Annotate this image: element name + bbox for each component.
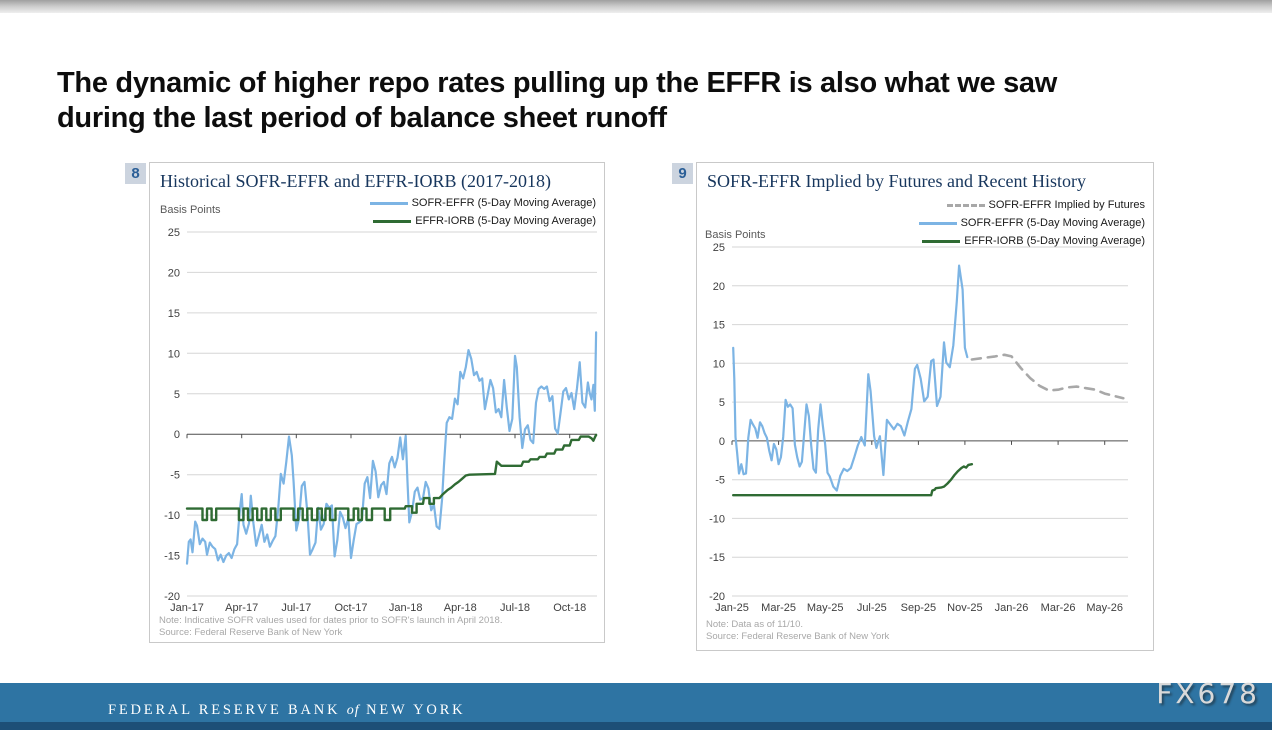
x-tick-label: Jul-25 [857, 602, 887, 614]
x-tick-label: May-25 [807, 602, 844, 614]
slide-title-line-2: during the last period of balance sheet … [57, 102, 667, 134]
x-tick-label: May-26 [1086, 602, 1123, 614]
x-tick-label: Mar-26 [1041, 602, 1076, 614]
plot-area: 25 20 15 10 5 0 -5 -10 -15 -20 Jan-25 Mar-25 May-25 J… [697, 163, 1153, 623]
x-tick-label: Jul-18 [500, 602, 530, 614]
y-tick-label: 20 [168, 267, 180, 279]
legend-item-sofr-effr: SOFR-EFFR (5-Day Moving Average) [918, 214, 1145, 232]
y-tick-label: 15 [168, 308, 180, 320]
y-axis-unit-label: Basis Points [160, 204, 221, 216]
footer: FEDERAL RESERVE BANK of NEW YORK FX678 [0, 677, 1272, 730]
plot-area: 25 20 15 10 5 0 -5 -10 -15 -20 Jan-17 Apr-17 Jul-17 O… [150, 163, 604, 623]
x-tick-label: Sep-25 [901, 602, 936, 614]
y-tick-label: 25 [713, 242, 725, 254]
x-tick-label: Oct-17 [334, 602, 367, 614]
y-tick-label: -15 [164, 551, 180, 563]
y-tick-label: 20 [713, 281, 725, 293]
chart-note: Note: Data as of 11/10. Source: Federal R… [706, 619, 889, 643]
legend-swatch-effr-iorb [922, 239, 961, 243]
legend-label: SOFR-EFFR Implied by Futures [988, 199, 1145, 211]
figure-number-badge: 9 [672, 163, 693, 184]
x-tick-label: Apr-18 [444, 602, 477, 614]
fx678-watermark: FX678 [1156, 677, 1260, 710]
chart-legend: SOFR-EFFR Implied by Futures SOFR-EFFR (5… [918, 196, 1145, 250]
x-tick-label: Jul-17 [281, 602, 311, 614]
series-sofr-effr [732, 264, 969, 492]
chart-panel-futures: SOFR-EFFR Implied by Futures and Recent … [696, 162, 1154, 651]
legend-label: EFFR-IORB (5-Day Moving Average) [415, 215, 596, 227]
series-effr-iorb [185, 433, 598, 522]
legend-swatch-sofr-effr [369, 201, 408, 205]
footer-bar [0, 683, 1272, 722]
chart-wrap-futures: 9 SOFR-EFFR Implied by Futures and Recen… [672, 162, 1156, 651]
frbny-name-part2: NEW YORK [366, 702, 466, 718]
note-text: Note: Data as of 11/10. [706, 619, 803, 630]
chart-panel-historical: Historical SOFR-EFFR and EFFR-IORB (2017… [149, 162, 605, 643]
x-tick-label: Mar-25 [761, 602, 796, 614]
top-strip [0, 0, 1272, 13]
legend-item-sofr-effr-futures: SOFR-EFFR Implied by Futures [946, 196, 1145, 214]
frbny-name-part1: FEDERAL RESERVE BANK [108, 702, 341, 718]
y-tick-label: 5 [719, 397, 725, 409]
legend-item-effr-iorb: EFFR-IORB (5-Day Moving Average) [373, 212, 596, 230]
x-tick-label: Apr-17 [225, 602, 258, 614]
legend-label: EFFR-IORB (5-Day Moving Average) [964, 235, 1145, 247]
legend-swatch-sofr-effr-futures [946, 203, 985, 207]
x-tick-label: Jan-25 [715, 602, 749, 614]
y-tick-label: -20 [709, 591, 725, 603]
y-tick-label: -10 [709, 513, 725, 525]
frbny-name-of: of [346, 703, 360, 718]
legend-item-effr-iorb: EFFR-IORB (5-Day Moving Average) [922, 232, 1145, 250]
y-tick-label: 15 [713, 320, 725, 332]
y-axis-unit-label: Basis Points [705, 229, 766, 241]
y-tick-label: 10 [168, 348, 180, 360]
slide-title-line-1: The dynamic of higher repo rates pulling… [57, 67, 1058, 99]
y-tick-label: 0 [174, 429, 180, 441]
x-tick-label: Nov-25 [947, 602, 982, 614]
frbny-logo-text: FEDERAL RESERVE BANK of NEW YORK [108, 702, 465, 719]
legend-swatch-sofr-effr [918, 221, 957, 225]
source-text: Source: Federal Reserve Bank of New York [159, 627, 343, 638]
y-tick-label: 10 [713, 358, 725, 370]
legend-label: SOFR-EFFR (5-Day Moving Average) [411, 197, 596, 209]
y-tick-label: -5 [170, 470, 180, 482]
note-text: Note: Indicative SOFR values used for da… [159, 615, 503, 626]
y-tick-label: -10 [164, 510, 180, 522]
legend-item-sofr-effr: SOFR-EFFR (5-Day Moving Average) [369, 194, 596, 212]
x-tick-label: Jan-26 [995, 602, 1029, 614]
y-tick-label: -5 [715, 475, 725, 487]
series-sofr-effr [185, 331, 598, 565]
figure-number-badge: 8 [125, 163, 146, 184]
legend-label: SOFR-EFFR (5-Day Moving Average) [960, 217, 1145, 229]
y-tick-label: 0 [719, 436, 725, 448]
slide-title: The dynamic of higher repo rates pulling… [57, 66, 1217, 136]
chart-title: Historical SOFR-EFFR and EFFR-IORB (2017… [160, 171, 552, 191]
series-sofr-effr-futures [970, 353, 1125, 400]
y-tick-label: 5 [174, 389, 180, 401]
chart-legend: SOFR-EFFR (5-Day Moving Average) EFFR-IOR… [369, 194, 596, 230]
y-tick-label: 25 [168, 227, 180, 239]
y-tick-label: -15 [709, 552, 725, 564]
x-tick-label: Jan-18 [389, 602, 423, 614]
source-text: Source: Federal Reserve Bank of New York [706, 631, 890, 642]
series-effr-iorb [732, 463, 974, 497]
chart-title: SOFR-EFFR Implied by Futures and Recent … [707, 171, 1086, 191]
y-tick-label: -20 [164, 591, 180, 603]
legend-swatch-effr-iorb [373, 219, 412, 223]
chart-note: Note: Indicative SOFR values used for da… [159, 615, 502, 639]
x-tick-label: Jan-17 [170, 602, 204, 614]
footer-bottom-strip [0, 722, 1272, 730]
x-tick-label: Oct-18 [553, 602, 586, 614]
chart-wrap-historical: 8 Historical SOFR-EFFR and EFFR-IORB (20… [125, 162, 607, 643]
